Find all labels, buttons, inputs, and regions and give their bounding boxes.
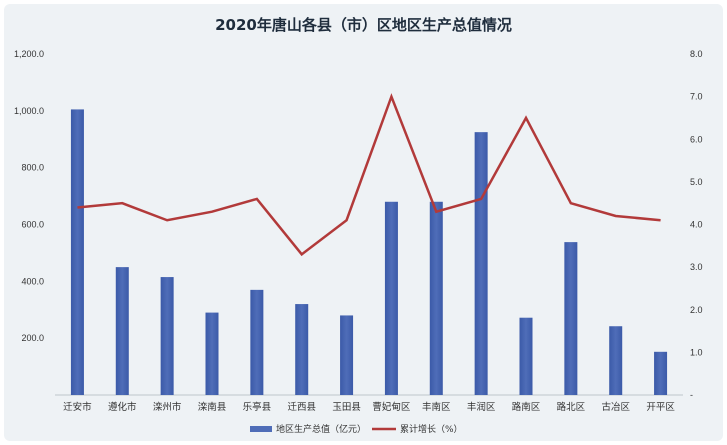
bar (295, 304, 309, 395)
bar (160, 277, 174, 395)
category-label: 迁安市 (63, 401, 92, 413)
bar (474, 132, 488, 396)
left-tick-label: 1,200.0 (14, 49, 44, 59)
growth-line (77, 93, 661, 257)
category-label: 滦南县 (198, 401, 227, 413)
right-tick-label: 1.0 (690, 347, 703, 357)
bar (609, 326, 623, 395)
bar (70, 109, 84, 395)
line-series (77, 93, 661, 257)
legend-bar-label: 地区生产总值（亿元） (276, 423, 366, 435)
right-tick-label: 4.0 (690, 220, 703, 230)
bar (654, 351, 668, 395)
legend: 地区生产总值（亿元） 累计增长（%） (250, 423, 463, 435)
right-tick-label: 5.0 (690, 177, 703, 187)
bar (564, 242, 578, 395)
right-axis-ticks: - 1.0 2.0 3.0 4.0 5.0 6.0 7.0 8.0 (690, 49, 703, 400)
right-tick-label: 8.0 (690, 49, 703, 59)
legend-line-label: 累计增长（%） (400, 423, 463, 435)
bar (384, 201, 398, 395)
category-labels: 迁安市 遵化市 滦州市 滦南县 乐亭县 迁西县 玉田县 曹妃甸区 丰南区 丰润区 路南区 路北区 古冶区… (63, 401, 675, 413)
left-tick-label: 800.0 (21, 163, 44, 173)
left-tick-label: 600.0 (21, 220, 44, 230)
category-label: 路南区 (512, 401, 541, 413)
category-label: 遵化市 (108, 401, 137, 413)
bar (205, 312, 219, 395)
bar (340, 315, 354, 395)
right-tick-label: 2.0 (690, 305, 703, 315)
bar-series (70, 109, 668, 396)
left-tick-label: 200.0 (21, 333, 44, 343)
left-axis-ticks: 200.0 400.0 600.0 800.0 1,000.0 1,200.0 (14, 49, 44, 343)
category-label: 路北区 (557, 401, 586, 413)
right-tick-label: 6.0 (690, 134, 703, 144)
category-label: 古冶区 (601, 401, 630, 413)
legend-bar-swatch (250, 426, 272, 432)
left-tick-label: 400.0 (21, 276, 44, 286)
bar (250, 289, 264, 395)
category-label: 滦州市 (153, 401, 182, 413)
category-label: 乐亭县 (243, 401, 272, 413)
right-tick-label: - (690, 390, 693, 400)
bar (429, 201, 443, 395)
category-label: 迁西县 (287, 402, 316, 413)
right-tick-label: 7.0 (690, 92, 703, 102)
bar (519, 317, 533, 395)
category-label: 丰润区 (467, 401, 496, 413)
category-label: 玉田县 (332, 402, 361, 413)
left-tick-label: 1,000.0 (14, 106, 44, 116)
category-label: 曹妃甸区 (372, 401, 411, 413)
category-label: 丰南区 (422, 401, 451, 413)
bar (115, 267, 129, 395)
right-tick-label: 3.0 (690, 262, 703, 272)
chart-title: 2020年唐山各县（市）区地区生产总值情况 (215, 16, 512, 34)
category-label: 开平区 (646, 402, 675, 413)
